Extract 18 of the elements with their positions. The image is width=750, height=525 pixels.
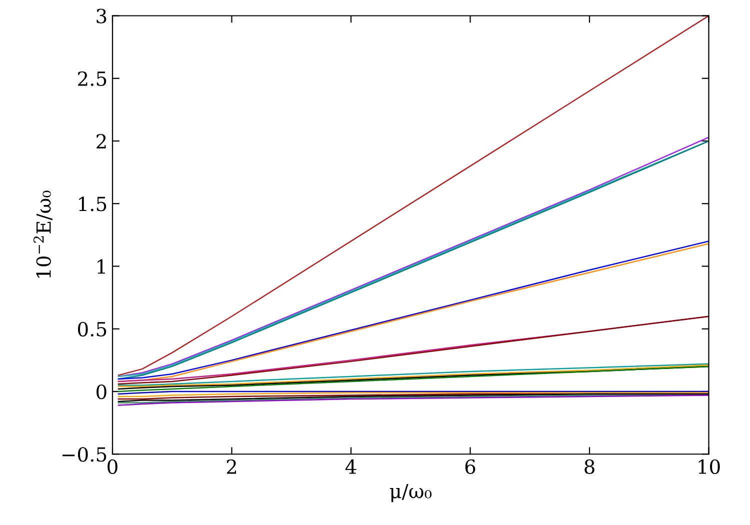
y-tick-label: 0 [96,384,106,400]
x-tick-label: 10 [698,459,720,474]
y-tick-label: 2 [96,134,106,148]
y-tick-label: 2.5 [78,71,106,86]
line-series [118,394,709,406]
x-tick-label: 0 [108,459,118,474]
y-tick-label: 0.5 [78,322,106,337]
y-tick-label: 1.5 [79,196,106,212]
x-tick-label: 8 [584,459,594,474]
x-axis-title: μ/ω₀ [390,484,432,502]
y-axis-title: 10$^{−2}$E/ω₀ [34,190,52,278]
y-tick-label: 1 [98,259,105,274]
y-tick-label: 3 [96,8,106,24]
line-series [118,16,709,376]
y-tick-label: −0.5 [62,447,106,462]
x-tick-label: 6 [465,459,476,474]
x-tick-label: 4 [345,459,356,474]
x-tick-label: 2 [226,459,236,474]
